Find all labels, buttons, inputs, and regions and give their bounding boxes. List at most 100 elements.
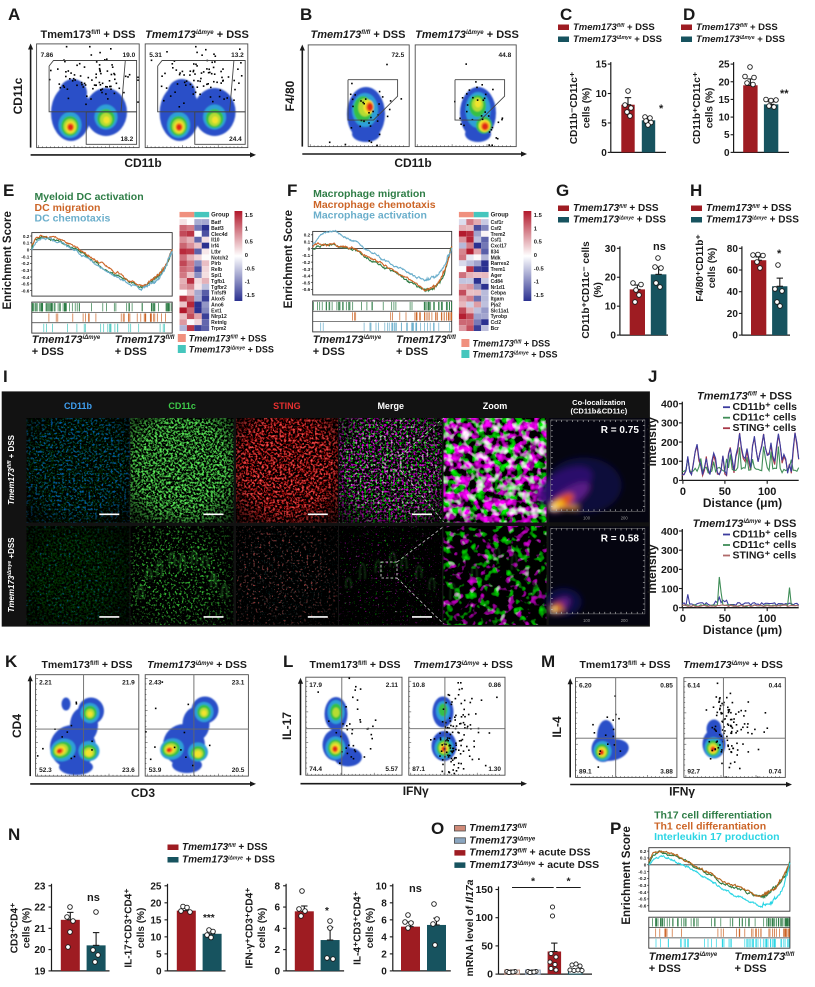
svg-text:Clec4d: Clec4d bbox=[211, 232, 227, 238]
svg-text:5: 5 bbox=[156, 949, 162, 960]
svg-text:400: 400 bbox=[661, 526, 679, 538]
svg-text:Tmem173fl/fl: Tmem173fl/fl bbox=[115, 334, 175, 346]
svg-text:-0.3: -0.3 bbox=[21, 268, 29, 273]
svg-text:+ DSS: + DSS bbox=[649, 963, 681, 975]
svg-text:Slc11a1: Slc11a1 bbox=[491, 308, 510, 314]
svg-text:200: 200 bbox=[661, 437, 679, 449]
svg-text:CD11c⁺ cells: CD11c⁺ cells bbox=[733, 539, 797, 551]
svg-text:50: 50 bbox=[719, 486, 731, 498]
svg-text:25: 25 bbox=[150, 881, 162, 892]
svg-text:O: O bbox=[431, 819, 444, 838]
svg-text:22: 22 bbox=[34, 903, 46, 914]
svg-text:20: 20 bbox=[150, 898, 162, 909]
svg-text:J: J bbox=[648, 367, 657, 386]
svg-text:ns: ns bbox=[653, 241, 666, 253]
svg-text:IFNγ: IFNγ bbox=[403, 784, 429, 798]
svg-text:Pja2: Pja2 bbox=[491, 302, 502, 308]
svg-text:-0.6: -0.6 bbox=[302, 287, 310, 292]
svg-text:10: 10 bbox=[596, 89, 608, 100]
svg-text:0.85: 0.85 bbox=[660, 683, 673, 690]
svg-text:0: 0 bbox=[724, 148, 730, 159]
svg-text:400: 400 bbox=[661, 399, 679, 411]
svg-text:13.2: 13.2 bbox=[231, 52, 244, 59]
svg-text:0: 0 bbox=[381, 966, 387, 977]
svg-text:Cxcl17: Cxcl17 bbox=[491, 244, 507, 250]
svg-text:Pirb: Pirb bbox=[211, 261, 221, 267]
svg-text:Tmem173iΔmye: Tmem173iΔmye bbox=[469, 834, 536, 846]
svg-text:Intensity: Intensity bbox=[645, 417, 659, 467]
svg-text:IL-17⁺CD3⁺CD4⁺: IL-17⁺CD3⁺CD4⁺ bbox=[124, 888, 135, 967]
svg-text:***: *** bbox=[203, 913, 215, 924]
svg-text:2: 2 bbox=[381, 949, 387, 960]
svg-text:Tmem173iΔmye + DSS: Tmem173iΔmye + DSS bbox=[573, 215, 666, 226]
svg-text:STING⁺ cells: STING⁺ cells bbox=[733, 550, 797, 562]
svg-text:(CD11b&CD11c): (CD11b&CD11c) bbox=[571, 407, 628, 416]
svg-text:D: D bbox=[683, 5, 695, 24]
svg-text:30: 30 bbox=[605, 244, 617, 255]
svg-text:Csf1: Csf1 bbox=[491, 238, 502, 244]
svg-text:0.1: 0.1 bbox=[304, 239, 311, 244]
svg-text:Retnlg: Retnlg bbox=[211, 320, 227, 326]
svg-text:cells (%): cells (%) bbox=[257, 908, 268, 949]
svg-text:0.1: 0.1 bbox=[23, 241, 30, 246]
svg-text:(%): (%) bbox=[593, 282, 604, 298]
svg-text:*: * bbox=[777, 248, 782, 260]
svg-text:ns: ns bbox=[87, 892, 100, 904]
svg-text:Intensity: Intensity bbox=[645, 544, 659, 594]
svg-text:IFN-γ⁺CD3⁺CD4⁺: IFN-γ⁺CD3⁺CD4⁺ bbox=[245, 888, 256, 969]
svg-text:-1: -1 bbox=[245, 280, 251, 286]
svg-text:Spi1: Spi1 bbox=[211, 273, 222, 279]
svg-text:CD11b⁻CD11c⁺: CD11b⁻CD11c⁺ bbox=[569, 72, 580, 144]
svg-text:21: 21 bbox=[34, 924, 46, 935]
svg-text:-0.1: -0.1 bbox=[21, 254, 29, 259]
svg-text:5: 5 bbox=[724, 130, 730, 141]
svg-text:Tmem173fl/fl + DSS: Tmem173fl/fl + DSS bbox=[41, 659, 132, 671]
svg-text:1.5: 1.5 bbox=[245, 213, 254, 219]
svg-text:17.9: 17.9 bbox=[309, 682, 322, 689]
svg-text:CD11b⁺CD11c⁻ cells: CD11b⁺CD11c⁻ cells bbox=[581, 241, 592, 339]
svg-text:300: 300 bbox=[661, 418, 679, 430]
svg-text:100: 100 bbox=[661, 456, 679, 468]
svg-text:CD11b⁺ cells: CD11b⁺ cells bbox=[733, 529, 798, 541]
svg-text:Tmem173iΔmye + DSS: Tmem173iΔmye + DSS bbox=[145, 29, 249, 41]
svg-text:72.5: 72.5 bbox=[392, 52, 405, 59]
svg-text:Ano6: Ano6 bbox=[211, 302, 224, 308]
svg-text:H: H bbox=[690, 181, 702, 200]
svg-text:IL-17: IL-17 bbox=[280, 712, 294, 740]
svg-text:10: 10 bbox=[376, 881, 388, 892]
svg-text:50: 50 bbox=[719, 613, 731, 625]
svg-text:Tmem173iΔmye: Tmem173iΔmye bbox=[649, 951, 718, 963]
svg-text:Ager: Ager bbox=[491, 273, 502, 279]
svg-text:Tmem173fl/fl + DSS: Tmem173fl/fl + DSS bbox=[573, 22, 655, 33]
svg-text:Tmem173fl/fl + DSS: Tmem173fl/fl + DSS bbox=[472, 339, 550, 349]
svg-text:0: 0 bbox=[156, 966, 162, 977]
svg-text:2.43: 2.43 bbox=[149, 680, 162, 687]
svg-text:Macrophage activation: Macrophage activation bbox=[313, 210, 427, 222]
svg-text:15: 15 bbox=[718, 95, 730, 106]
svg-text:Myeloid DC activation: Myeloid DC activation bbox=[35, 191, 144, 203]
svg-text:0: 0 bbox=[601, 148, 607, 159]
svg-text:2.11: 2.11 bbox=[386, 682, 399, 689]
svg-text:K: K bbox=[5, 652, 18, 671]
svg-text:+ DSS: + DSS bbox=[313, 346, 345, 358]
svg-text:CD11b: CD11b bbox=[394, 156, 431, 170]
svg-text:0: 0 bbox=[610, 331, 616, 342]
svg-text:R = 0.58: R = 0.58 bbox=[601, 533, 640, 544]
svg-text:20.5: 20.5 bbox=[232, 767, 245, 774]
svg-text:Batf3: Batf3 bbox=[211, 226, 224, 232]
svg-text:STING: STING bbox=[273, 401, 301, 411]
svg-text:5.57: 5.57 bbox=[385, 766, 398, 773]
svg-text:0.74: 0.74 bbox=[769, 768, 782, 775]
svg-text:4: 4 bbox=[275, 924, 281, 935]
svg-text:44.8: 44.8 bbox=[499, 52, 512, 59]
svg-text:0.1: 0.1 bbox=[640, 856, 647, 861]
svg-text:15: 15 bbox=[596, 60, 608, 71]
svg-text:CD4: CD4 bbox=[10, 714, 24, 738]
svg-text:-0.5: -0.5 bbox=[21, 282, 29, 287]
svg-text:Tmem173fl/fl + acute DSS: Tmem173fl/fl + acute DSS bbox=[469, 847, 590, 859]
svg-text:0: 0 bbox=[27, 247, 30, 252]
svg-text:STING⁺ cells: STING⁺ cells bbox=[733, 422, 797, 434]
svg-text:CD11b: CD11b bbox=[64, 401, 93, 411]
svg-text:*: * bbox=[531, 876, 536, 888]
svg-text:Nr1d1: Nr1d1 bbox=[491, 285, 505, 291]
